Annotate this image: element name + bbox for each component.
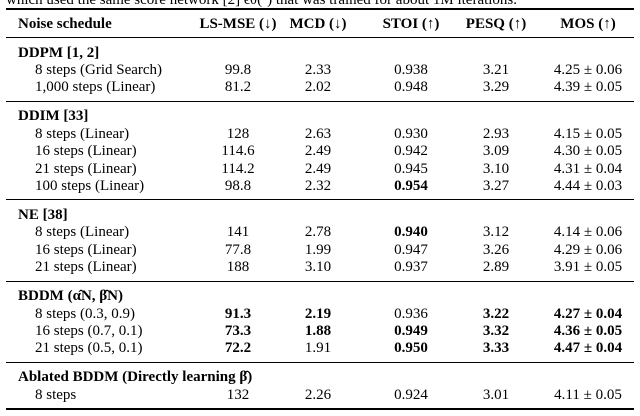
value-cell: 0.954 <box>394 177 428 194</box>
value-cell: 0.945 <box>394 160 428 177</box>
value-cell: 4.30 ± 0.05 <box>553 143 623 160</box>
rule <box>6 100 634 102</box>
row-label: 100 steps (Linear) <box>35 177 145 194</box>
value-cell: 2.63 <box>304 125 332 142</box>
row-label: 8 steps (Grid Search) <box>35 61 163 78</box>
value-cell: 2.33 <box>304 61 332 78</box>
section-title: Ablated BDDM (Directly learning β̂) <box>18 369 253 386</box>
header-cell: STOI (↑) <box>382 15 440 32</box>
header-cell: MCD (↓) <box>289 15 347 32</box>
rule <box>6 37 634 38</box>
value-cell: 0.936 <box>394 305 428 322</box>
value-cell: 0.948 <box>394 79 428 96</box>
value-cell: 188 <box>226 259 250 276</box>
rule <box>6 8 634 10</box>
value-cell: 1.99 <box>304 241 332 258</box>
value-cell: 3.26 <box>482 241 510 258</box>
header-cell: PESQ (↑) <box>465 15 527 32</box>
row-label: 8 steps (Linear) <box>35 125 130 142</box>
value-cell: 3.27 <box>482 177 510 194</box>
value-cell: 2.02 <box>304 79 332 96</box>
section-title: BDDM (α̂N, β̂N) <box>18 288 124 305</box>
value-cell: 4.44 ± 0.03 <box>553 177 623 194</box>
value-cell: 91.3 <box>224 305 252 322</box>
header-cell: MOS (↑) <box>560 15 616 32</box>
value-cell: 2.49 <box>304 160 332 177</box>
section-title: NE [38] <box>18 206 68 223</box>
value-cell: 3.01 <box>482 386 510 403</box>
value-cell: 128 <box>226 125 250 142</box>
value-cell: 3.21 <box>482 61 510 78</box>
value-cell: 4.31 ± 0.04 <box>553 160 623 177</box>
value-cell: 141 <box>226 224 250 241</box>
value-cell: 3.12 <box>482 224 510 241</box>
value-cell: 2.49 <box>304 143 332 160</box>
value-cell: 72.2 <box>224 340 252 357</box>
value-cell: 2.78 <box>304 224 332 241</box>
value-cell: 1.88 <box>304 322 332 339</box>
value-cell: 4.47 ± 0.04 <box>553 340 623 357</box>
row-label: 21 steps (0.5, 0.1) <box>35 340 143 357</box>
value-cell: 114.6 <box>221 143 255 160</box>
value-cell: 3.91 ± 0.05 <box>553 259 623 276</box>
row-label: 16 steps (0.7, 0.1) <box>35 322 143 339</box>
value-cell: 4.15 ± 0.05 <box>553 125 623 142</box>
value-cell: 0.947 <box>394 241 428 258</box>
value-cell: 3.09 <box>482 143 510 160</box>
row-label: 8 steps <box>35 386 77 403</box>
value-cell: 1.91 <box>304 340 332 357</box>
value-cell: 3.22 <box>482 305 510 322</box>
rule <box>6 361 634 363</box>
value-cell: 0.949 <box>394 322 428 339</box>
value-cell: 0.938 <box>394 61 428 78</box>
row-label: 8 steps (Linear) <box>35 224 130 241</box>
row-label: 16 steps (Linear) <box>35 143 137 160</box>
value-cell: 77.8 <box>224 241 252 258</box>
value-cell: 81.2 <box>224 79 252 96</box>
value-cell: 3.32 <box>482 322 510 339</box>
value-cell: 4.27 ± 0.04 <box>553 305 623 322</box>
rule <box>6 408 634 410</box>
value-cell: 4.14 ± 0.06 <box>553 224 623 241</box>
section-title: DDPM [1, 2] <box>18 44 100 61</box>
value-cell: 2.89 <box>482 259 510 276</box>
section-title: DDIM [33] <box>18 108 89 125</box>
value-cell: 3.33 <box>482 340 510 357</box>
value-cell: 0.950 <box>394 340 428 357</box>
value-cell: 114.2 <box>221 160 255 177</box>
value-cell: 2.93 <box>482 125 510 142</box>
value-cell: 0.924 <box>394 386 428 403</box>
row-label: 1,000 steps (Linear) <box>35 79 156 96</box>
value-cell: 2.26 <box>304 386 332 403</box>
row-label: 21 steps (Linear) <box>35 259 137 276</box>
rule <box>6 199 634 201</box>
value-cell: 3.10 <box>482 160 510 177</box>
header-cell: LS-MSE (↓) <box>199 15 277 32</box>
row-label: 16 steps (Linear) <box>35 241 137 258</box>
value-cell: 2.19 <box>304 305 332 322</box>
caption: which used the same score network [2] ϵθ… <box>6 0 518 8</box>
value-cell: 3.29 <box>482 79 510 96</box>
value-cell: 4.25 ± 0.06 <box>553 61 623 78</box>
value-cell: 2.32 <box>304 177 332 194</box>
value-cell: 4.36 ± 0.05 <box>553 322 623 339</box>
value-cell: 132 <box>226 386 250 403</box>
value-cell: 4.29 ± 0.06 <box>553 241 623 258</box>
value-cell: 73.3 <box>224 322 252 339</box>
value-cell: 4.11 ± 0.05 <box>554 386 622 403</box>
value-cell: 4.39 ± 0.05 <box>553 79 623 96</box>
value-cell: 98.8 <box>224 177 252 194</box>
row-label: 21 steps (Linear) <box>35 160 137 177</box>
row-label: 8 steps (0.3, 0.9) <box>35 305 135 322</box>
value-cell: 0.942 <box>394 143 428 160</box>
value-cell: 0.930 <box>394 125 428 142</box>
value-cell: 0.937 <box>394 259 428 276</box>
header-cell: Noise schedule <box>18 15 112 32</box>
value-cell: 99.8 <box>224 61 252 78</box>
rule <box>6 280 634 282</box>
value-cell: 0.940 <box>394 224 428 241</box>
value-cell: 3.10 <box>304 259 332 276</box>
